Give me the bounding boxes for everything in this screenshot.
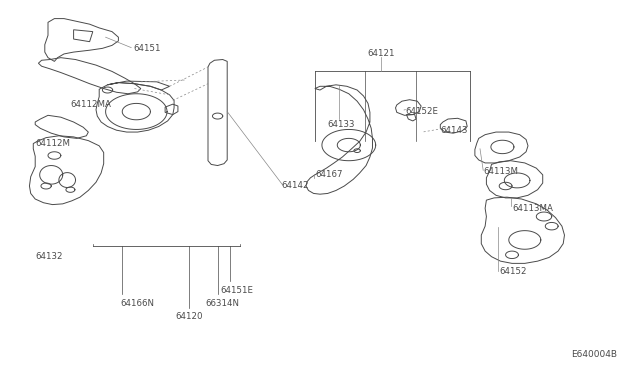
- Text: 64142: 64142: [282, 182, 309, 190]
- Text: 64113M: 64113M: [483, 167, 518, 176]
- Text: 64152E: 64152E: [405, 107, 438, 116]
- Text: 66314N: 66314N: [205, 299, 240, 308]
- Text: 64143: 64143: [440, 126, 468, 135]
- Text: E640004B: E640004B: [572, 350, 618, 359]
- Text: 64133: 64133: [328, 120, 355, 129]
- Text: 64167: 64167: [315, 170, 342, 179]
- Text: 64151E: 64151E: [220, 286, 253, 295]
- Text: 64120: 64120: [175, 312, 202, 321]
- Text: 64112M: 64112M: [35, 139, 70, 148]
- Text: 64166N: 64166N: [120, 299, 155, 308]
- Text: 64121: 64121: [367, 49, 394, 58]
- Text: 64112MA: 64112MA: [70, 100, 111, 109]
- Text: 64151: 64151: [133, 44, 161, 53]
- Text: 64132: 64132: [35, 252, 63, 261]
- Text: 64152: 64152: [499, 267, 527, 276]
- Text: 64113MA: 64113MA: [512, 204, 553, 213]
